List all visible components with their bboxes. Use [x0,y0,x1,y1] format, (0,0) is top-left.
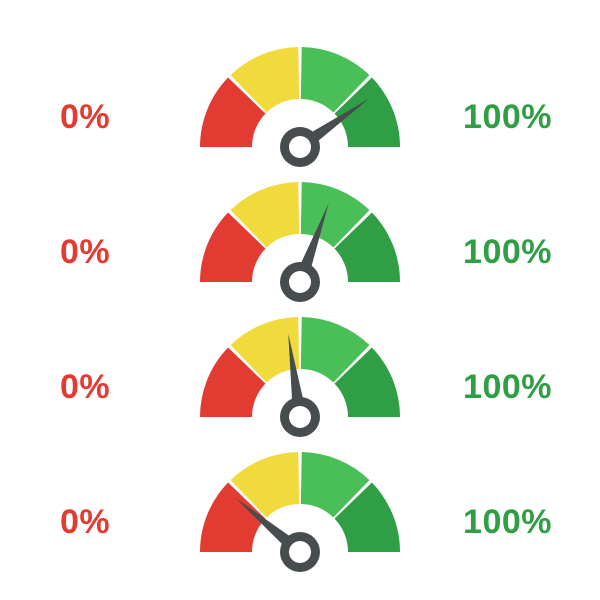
max-label: 100% [463,505,552,539]
hub-center [289,136,311,158]
max-label: 100% [463,235,552,269]
hub-center [289,406,311,428]
gauge-row: 0% 100% [0,35,600,175]
min-label: 0% [60,235,110,269]
gauge-icon [180,170,420,310]
hub-center [289,541,311,563]
min-label: 0% [60,100,110,134]
max-label: 100% [463,370,552,404]
gauge-row: 0% 100% [0,305,600,445]
gauge-stack: 0% 100% 0% 100% 0% 100% 0% 100% [0,0,600,600]
gauge-icon [180,305,420,445]
max-label: 100% [463,100,552,134]
gauge-row: 0% 100% [0,170,600,310]
min-label: 0% [60,370,110,404]
hub-center [289,271,311,293]
gauge-icon [180,35,420,175]
gauge-row: 0% 100% [0,440,600,580]
min-label: 0% [60,505,110,539]
gauge-icon [180,440,420,580]
